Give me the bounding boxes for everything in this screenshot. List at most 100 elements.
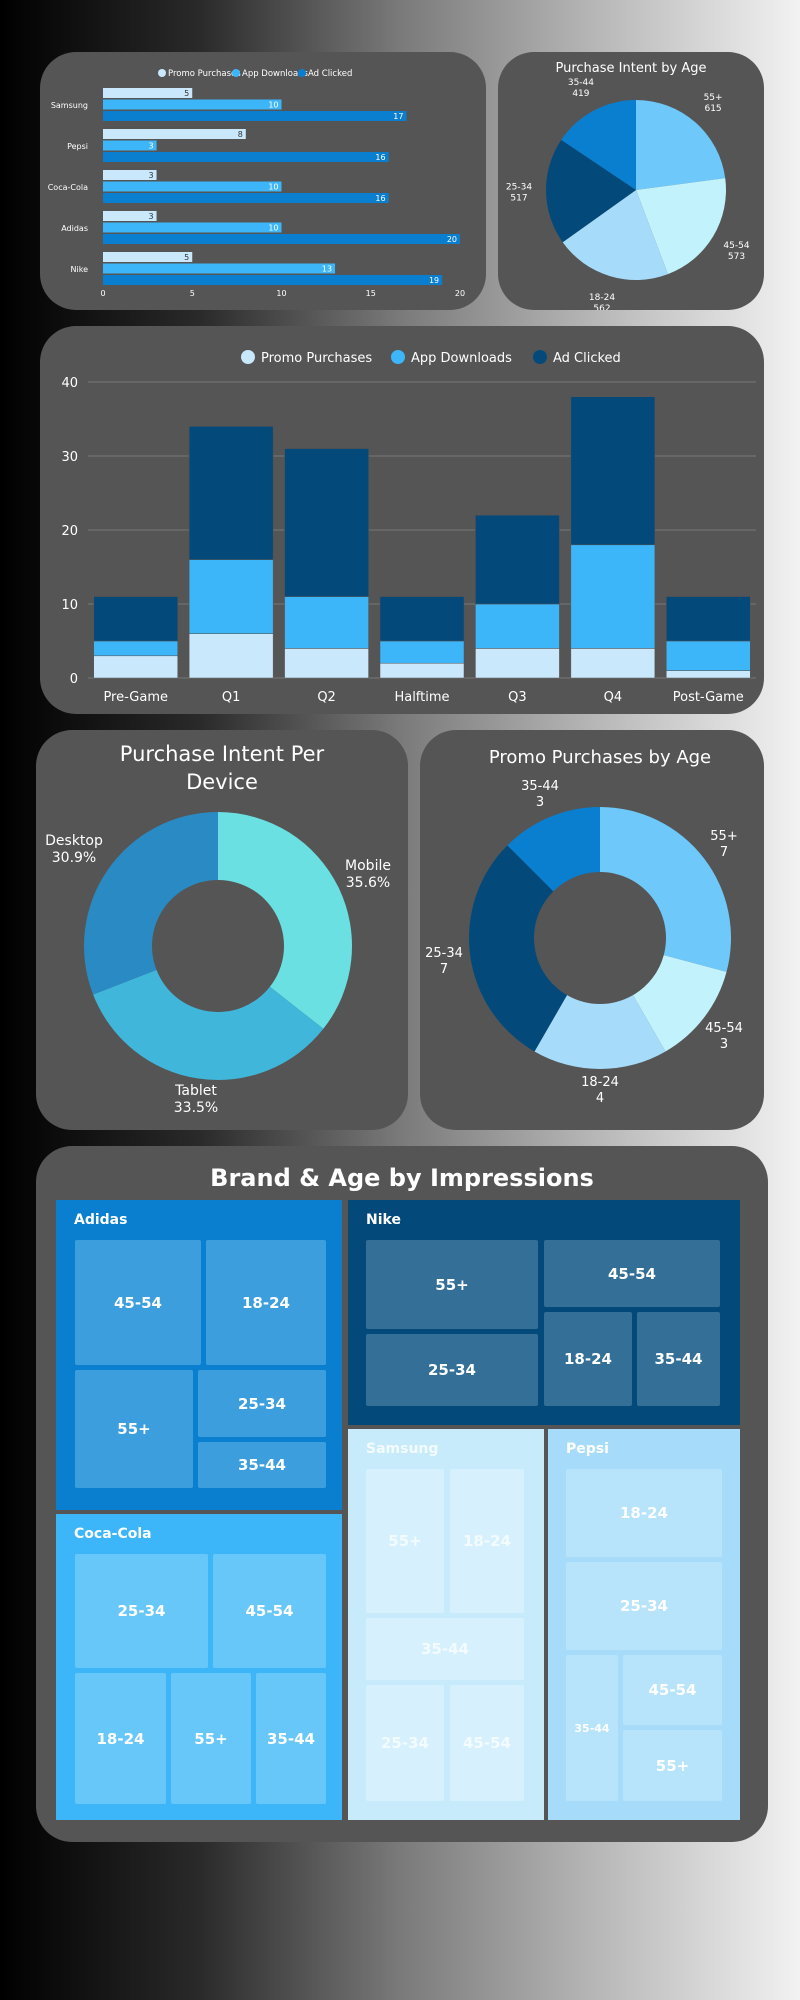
timeline-stacked-chart: Promo Purchases App Downloads Ad Clicked 0 1…	[61, 350, 756, 705]
legend-dot	[391, 350, 405, 364]
treemap-group-label: Adidas	[74, 1212, 128, 1228]
category-label: Post-Game	[673, 690, 744, 705]
treemap-cell: 18-24	[75, 1673, 166, 1804]
slice-label: 35-44	[568, 78, 594, 88]
bar-segment	[188, 633, 274, 679]
treemap-cell: 25-34	[198, 1370, 326, 1437]
treemap-cell: 35-44	[637, 1312, 720, 1406]
bar-segment	[475, 514, 560, 605]
bar-segment	[475, 603, 560, 649]
treemap-cell: 45-54	[450, 1685, 524, 1801]
chart-title: Device	[186, 770, 258, 794]
x-tick-label: 10	[276, 289, 286, 298]
slice-label: 25-34	[506, 183, 532, 193]
chart-title: Promo Purchases by Age	[489, 747, 711, 768]
treemap-cell: 55+	[366, 1469, 444, 1613]
promo-age-donut-chart: Promo Purchases by Age55+745-54318-24425…	[425, 747, 743, 1106]
treemap-cell: 35-44	[256, 1673, 326, 1804]
pie-slice	[534, 995, 666, 1069]
category-label: Q1	[222, 690, 241, 705]
slice-label: 55+	[710, 829, 737, 844]
legend-dot	[298, 69, 306, 77]
slice-label: 18-24	[589, 293, 615, 303]
slice-value: 35.6%	[346, 875, 390, 891]
bar-segment	[93, 596, 178, 642]
timeline-stacked-chart-card: Promo Purchases App Downloads Ad Clicked 0 1…	[40, 326, 764, 714]
pie-slice	[561, 100, 636, 190]
bar-segment	[379, 662, 465, 679]
slice-label: 35-44	[521, 779, 559, 794]
x-tick-label: 5	[190, 289, 195, 298]
treemap-cell: 45-54	[75, 1240, 201, 1365]
slice-label: 45-54	[705, 1021, 743, 1036]
slice-label: Tablet	[174, 1083, 217, 1099]
legend-label: Promo Purchases	[168, 69, 241, 79]
data-label: 8	[238, 130, 243, 139]
bar	[103, 263, 336, 274]
bar-segment	[570, 544, 656, 649]
data-label: 20	[447, 235, 457, 244]
bar	[103, 129, 246, 139]
treemap-cell: 55+	[75, 1370, 193, 1488]
legend-label: Ad Clicked	[308, 69, 352, 79]
pie-slice	[218, 812, 352, 1029]
bar	[103, 222, 282, 233]
data-label: 5	[184, 89, 189, 98]
bar	[103, 99, 282, 110]
treemap-group-cocacola: Coca-Cola 25-34 45-54 18-24 55+ 35-44	[56, 1514, 342, 1820]
treemap-group-nike: Nike 55+ 45-54 25-34 18-24 35-44	[348, 1200, 740, 1425]
data-label: 19	[429, 276, 439, 285]
slice-value: 562	[593, 304, 610, 310]
pie-slice	[600, 807, 731, 972]
slice-value: 3	[536, 795, 544, 810]
chart-title: Purchase Intent Per	[120, 742, 325, 766]
legend-label: App Downloads	[411, 351, 512, 366]
legend-label: Promo Purchases	[261, 351, 372, 366]
treemap-card: Brand & Age by Impressions Adidas 45-54 18…	[36, 1146, 768, 1842]
treemap-cell: 45-54	[544, 1240, 720, 1307]
legend-label: App Downloads	[242, 69, 309, 79]
category-label: Samsung	[51, 101, 88, 110]
slice-value: 7	[720, 845, 728, 860]
bar	[103, 152, 389, 162]
legend-dot	[533, 350, 547, 364]
treemap-cell: 55+	[623, 1730, 722, 1801]
bar	[103, 181, 282, 192]
slice-label: 45-54	[723, 241, 749, 251]
pie-slice	[633, 955, 727, 1052]
treemap-cell: 35-44	[566, 1655, 618, 1801]
bar	[103, 170, 157, 180]
bar-segment	[570, 648, 656, 679]
treemap-cell: 45-54	[623, 1655, 722, 1725]
bar-segment	[570, 396, 656, 546]
slice-value: 30.9%	[52, 850, 96, 866]
treemap-cell: 55+	[366, 1240, 538, 1329]
treemap-cell: 25-34	[566, 1562, 722, 1650]
data-label: 10	[268, 101, 278, 110]
slice-value: 615	[704, 104, 721, 114]
data-label: 3	[148, 212, 153, 221]
promo-age-donut-card: Promo Purchases by Age 55+ 7 45-54 3 18-24 4 25…	[420, 730, 764, 1130]
slice-label: 25-34	[425, 946, 463, 961]
category-label: Adidas	[61, 224, 88, 233]
treemap-cell: 18-24	[450, 1469, 524, 1613]
y-tick-label: 20	[61, 524, 78, 539]
slice-value: 573	[728, 252, 745, 262]
treemap-group-label: Nike	[366, 1212, 401, 1228]
treemap-cell: 55+	[171, 1673, 251, 1804]
slice-value: 517	[510, 194, 527, 204]
bar	[103, 252, 193, 262]
data-label: 5	[184, 253, 189, 262]
pie-slice	[546, 139, 636, 243]
treemap-cell: 35-44	[198, 1442, 326, 1488]
data-label: 3	[148, 171, 153, 180]
data-label: 13	[322, 265, 332, 274]
age-pie-chart-card: Purchase Intent by Age 55+ 615 45-54 573 18-2…	[498, 52, 764, 310]
category-label: Nike	[71, 265, 89, 274]
pie-slice	[636, 178, 726, 275]
y-tick-label: 0	[70, 672, 78, 687]
category-label: Q2	[317, 690, 336, 705]
bar-segment	[666, 670, 751, 679]
bar-segment	[475, 648, 560, 679]
